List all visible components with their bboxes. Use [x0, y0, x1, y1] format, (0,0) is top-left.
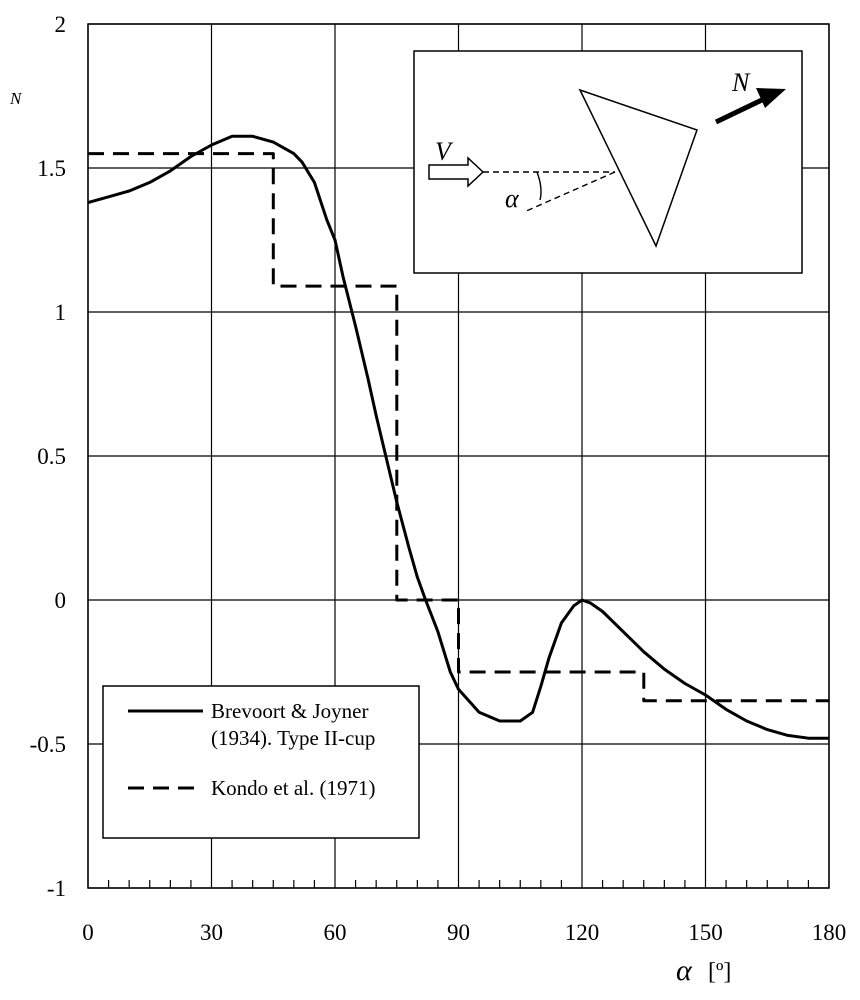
y-tick-label: 0.5 [37, 444, 66, 469]
legend-label-line: (1934). Type II-cup [211, 726, 375, 750]
x-tick-label: 60 [324, 920, 347, 945]
y-tick-label: 2 [55, 12, 67, 37]
y-tick-label: 1 [55, 300, 67, 325]
angle-label: α [505, 184, 520, 213]
series-line-brevoort [87, 134, 829, 740]
series-layer [87, 134, 829, 740]
cup-axis-line [523, 171, 616, 213]
y-tick-label: -1 [47, 876, 66, 901]
velocity-label: V [435, 137, 454, 166]
y-tick-label: -0.5 [30, 732, 66, 757]
velocity-arrow-icon [428, 156, 485, 188]
y-tick-label: 1.5 [37, 156, 66, 181]
x-tick-label: 150 [688, 920, 723, 945]
x-tick-label: 30 [200, 920, 223, 945]
y-axis-title: N [9, 89, 23, 108]
force-arrow-shaft [714, 95, 768, 125]
inset-frame [413, 50, 803, 274]
plot-frame [87, 23, 830, 889]
legend-label-line: Brevoort & Joyner [211, 699, 368, 723]
legend-label-kondo: Kondo et al. (1971) [211, 776, 375, 800]
x-axis-title: α [676, 954, 693, 987]
minor-ticks [107, 880, 810, 888]
series-line-kondo [88, 152, 829, 703]
x-tick-label: 180 [812, 920, 847, 945]
inset-diagram: V α N [413, 50, 803, 274]
y-tick-label: 0 [55, 588, 67, 613]
y-tick-labels: -1 -0.5 0 0.5 1 1.5 2 [30, 12, 66, 901]
x-tick-labels: 0 30 60 90 120 150 180 [82, 920, 846, 945]
force-arrow-icon [756, 88, 786, 108]
x-tick-label: 90 [447, 920, 470, 945]
x-tick-label: 120 [565, 920, 600, 945]
angle-arc-icon [536, 171, 542, 201]
legend-label-brevoort: Brevoort & Joyner (1934). Type II-cup [211, 699, 375, 750]
legend: Brevoort & Joyner (1934). Type II-cup Kon… [102, 685, 420, 839]
x-axis-unit: [º] [708, 959, 731, 985]
cup-triangle-icon [578, 88, 698, 248]
x-tick-label: 0 [82, 920, 94, 945]
force-label: N [731, 68, 751, 97]
